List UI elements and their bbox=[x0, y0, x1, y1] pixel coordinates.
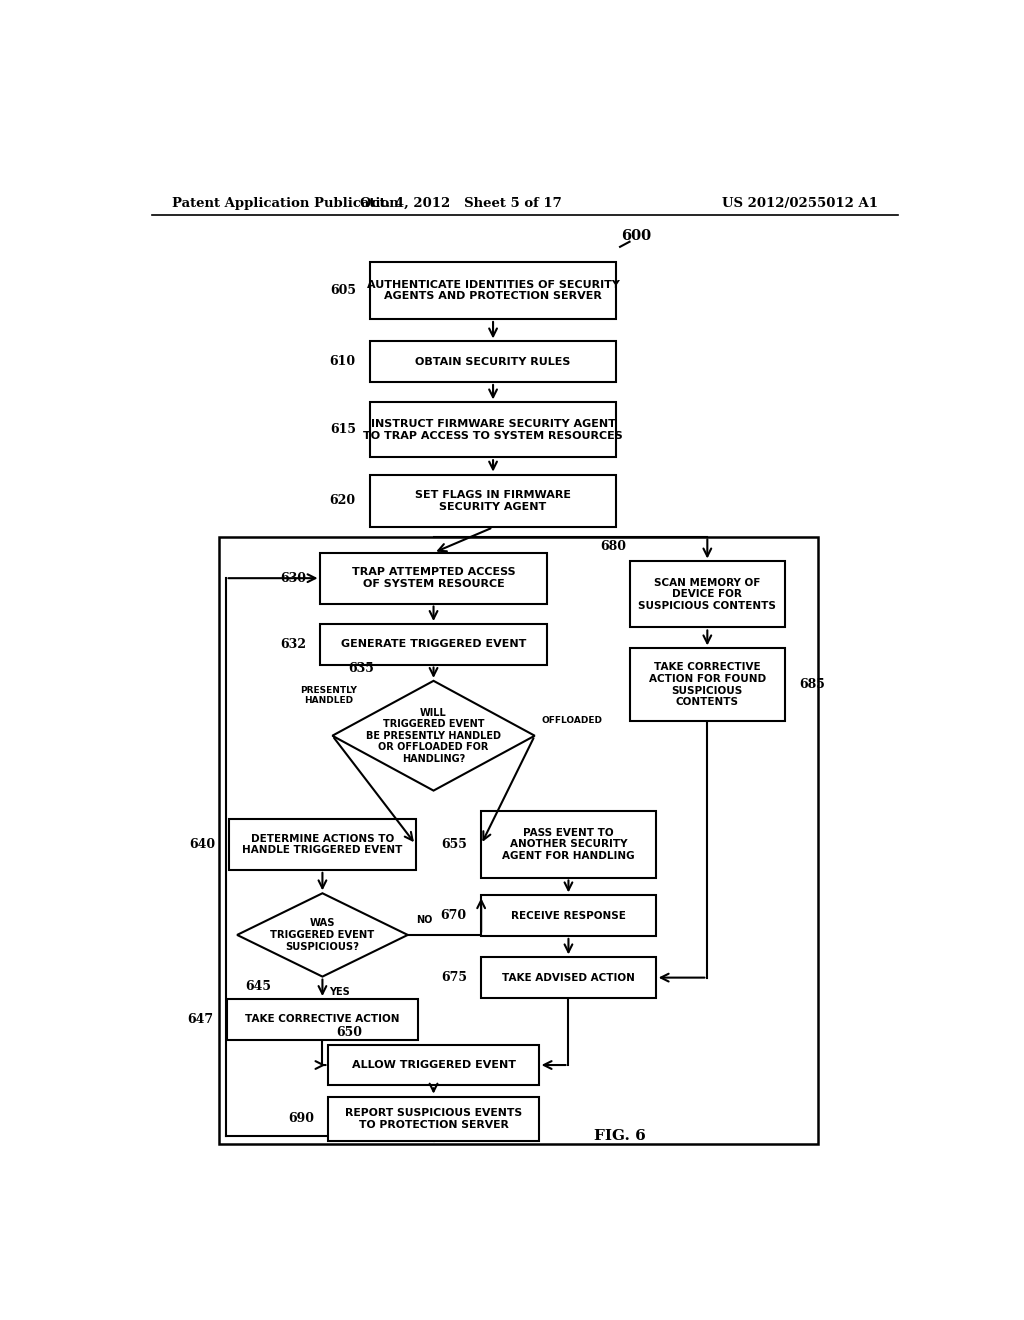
Text: REPORT SUSPICIOUS EVENTS
TO PROTECTION SERVER: REPORT SUSPICIOUS EVENTS TO PROTECTION S… bbox=[345, 1107, 522, 1130]
Polygon shape bbox=[238, 894, 408, 977]
FancyBboxPatch shape bbox=[370, 263, 616, 319]
Text: YES: YES bbox=[329, 987, 349, 997]
Text: OFFLOADED: OFFLOADED bbox=[541, 715, 602, 725]
Text: US 2012/0255012 A1: US 2012/0255012 A1 bbox=[722, 197, 878, 210]
Text: 630: 630 bbox=[281, 572, 306, 585]
Text: PRESENTLY
HANDLED: PRESENTLY HANDLED bbox=[300, 686, 356, 705]
Text: TAKE CORRECTIVE ACTION: TAKE CORRECTIVE ACTION bbox=[245, 1014, 399, 1024]
Text: 655: 655 bbox=[441, 838, 467, 851]
Text: WILL
TRIGGERED EVENT
BE PRESENTLY HANDLED
OR OFFLOADED FOR
HANDLING?: WILL TRIGGERED EVENT BE PRESENTLY HANDLE… bbox=[366, 708, 501, 764]
Text: ALLOW TRIGGERED EVENT: ALLOW TRIGGERED EVENT bbox=[351, 1060, 515, 1071]
Text: INSTRUCT FIRMWARE SECURITY AGENT
TO TRAP ACCESS TO SYSTEM RESOURCES: INSTRUCT FIRMWARE SECURITY AGENT TO TRAP… bbox=[364, 418, 623, 441]
Text: RECEIVE RESPONSE: RECEIVE RESPONSE bbox=[511, 911, 626, 920]
Text: 605: 605 bbox=[330, 284, 355, 297]
Text: GENERATE TRIGGERED EVENT: GENERATE TRIGGERED EVENT bbox=[341, 639, 526, 649]
FancyBboxPatch shape bbox=[329, 1044, 539, 1085]
Text: TRAP ATTEMPTED ACCESS
OF SYSTEM RESOURCE: TRAP ATTEMPTED ACCESS OF SYSTEM RESOURCE bbox=[351, 568, 515, 589]
FancyBboxPatch shape bbox=[370, 342, 616, 381]
Text: 645: 645 bbox=[245, 981, 271, 993]
Text: TAKE ADVISED ACTION: TAKE ADVISED ACTION bbox=[502, 973, 635, 982]
Text: AUTHENTICATE IDENTITIES OF SECURITY
AGENTS AND PROTECTION SERVER: AUTHENTICATE IDENTITIES OF SECURITY AGEN… bbox=[367, 280, 620, 301]
FancyBboxPatch shape bbox=[370, 474, 616, 528]
Text: NO: NO bbox=[416, 915, 432, 925]
Text: 632: 632 bbox=[281, 638, 306, 651]
Text: 690: 690 bbox=[288, 1113, 314, 1126]
Text: 680: 680 bbox=[600, 540, 626, 553]
Text: PASS EVENT TO
ANOTHER SECURITY
AGENT FOR HANDLING: PASS EVENT TO ANOTHER SECURITY AGENT FOR… bbox=[502, 828, 635, 861]
FancyBboxPatch shape bbox=[370, 403, 616, 457]
Text: FIG. 6: FIG. 6 bbox=[594, 1129, 646, 1143]
Text: 675: 675 bbox=[441, 972, 467, 985]
Text: Oct. 4, 2012   Sheet 5 of 17: Oct. 4, 2012 Sheet 5 of 17 bbox=[360, 197, 562, 210]
Text: 635: 635 bbox=[348, 663, 374, 675]
FancyBboxPatch shape bbox=[481, 957, 655, 998]
Text: TAKE CORRECTIVE
ACTION FOR FOUND
SUSPICIOUS
CONTENTS: TAKE CORRECTIVE ACTION FOR FOUND SUSPICI… bbox=[649, 663, 766, 708]
Polygon shape bbox=[333, 681, 535, 791]
Text: 620: 620 bbox=[330, 495, 355, 507]
Text: 610: 610 bbox=[330, 355, 355, 368]
FancyBboxPatch shape bbox=[229, 818, 416, 870]
FancyBboxPatch shape bbox=[630, 648, 784, 722]
Text: Patent Application Publication: Patent Application Publication bbox=[172, 197, 398, 210]
Text: WAS
TRIGGERED EVENT
SUSPICIOUS?: WAS TRIGGERED EVENT SUSPICIOUS? bbox=[270, 919, 375, 952]
FancyBboxPatch shape bbox=[321, 553, 547, 603]
FancyBboxPatch shape bbox=[321, 624, 547, 664]
Text: 685: 685 bbox=[799, 678, 825, 692]
Text: 647: 647 bbox=[186, 1012, 213, 1026]
Text: 600: 600 bbox=[621, 228, 651, 243]
Text: SET FLAGS IN FIRMWARE
SECURITY AGENT: SET FLAGS IN FIRMWARE SECURITY AGENT bbox=[415, 490, 571, 512]
Text: SCAN MEMORY OF
DEVICE FOR
SUSPICIOUS CONTENTS: SCAN MEMORY OF DEVICE FOR SUSPICIOUS CON… bbox=[638, 578, 776, 611]
Text: 640: 640 bbox=[188, 838, 215, 851]
Text: 615: 615 bbox=[330, 424, 355, 437]
Text: OBTAIN SECURITY RULES: OBTAIN SECURITY RULES bbox=[416, 356, 570, 367]
Text: 670: 670 bbox=[440, 909, 467, 923]
FancyBboxPatch shape bbox=[630, 561, 784, 627]
FancyBboxPatch shape bbox=[481, 812, 655, 878]
FancyBboxPatch shape bbox=[329, 1097, 539, 1142]
Text: 650: 650 bbox=[336, 1026, 362, 1039]
Text: DETERMINE ACTIONS TO
HANDLE TRIGGERED EVENT: DETERMINE ACTIONS TO HANDLE TRIGGERED EV… bbox=[243, 834, 402, 855]
FancyBboxPatch shape bbox=[227, 999, 418, 1040]
FancyBboxPatch shape bbox=[481, 895, 655, 936]
